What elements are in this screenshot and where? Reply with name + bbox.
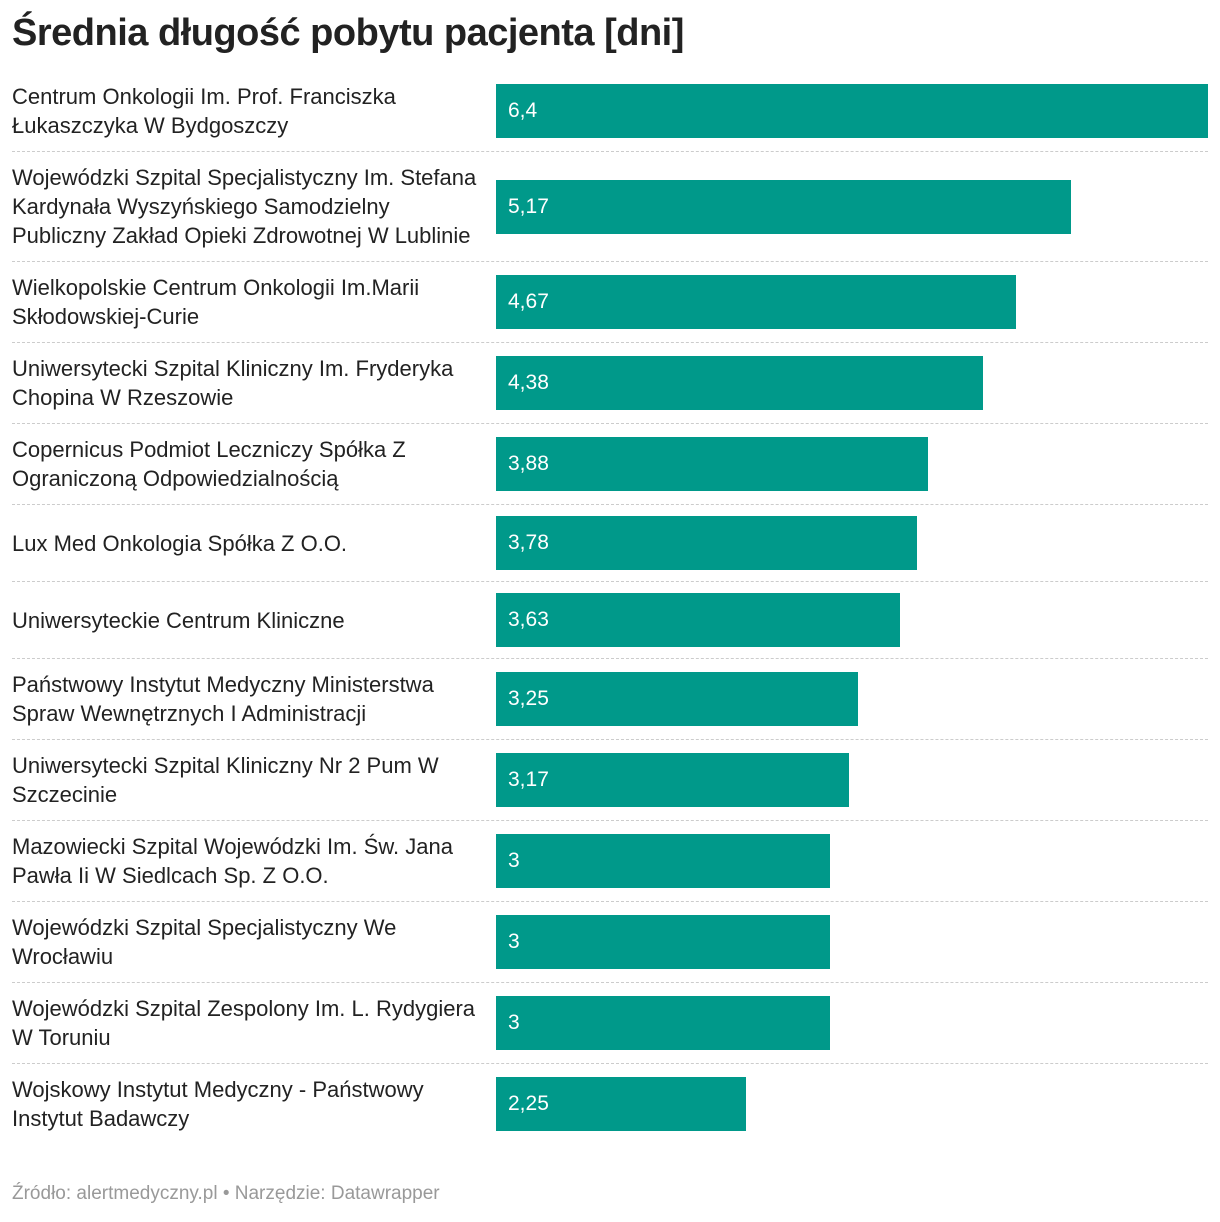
row: Wielkopolskie Centrum Onkologii Im.Marii… [12, 262, 1208, 343]
category-label: Wojewódzki Szpital Zespolony Im. L. Rydy… [12, 996, 476, 1050]
value-label: 3,25 [508, 687, 549, 710]
bar [496, 275, 1016, 329]
bar-track: 2,25 [496, 1077, 1208, 1131]
bar-track: 3 [496, 915, 1208, 969]
bar [496, 437, 928, 491]
value-label: 5,17 [508, 194, 549, 218]
bar-track: 3 [496, 996, 1208, 1050]
bar [496, 915, 830, 969]
category-label: Wojewódzki Szpital Specjalistyczny We Wr… [12, 915, 397, 969]
bar [496, 834, 830, 888]
bar [496, 516, 917, 570]
value-label: 6,4 [508, 99, 538, 122]
bar [496, 179, 1072, 234]
bar [496, 356, 984, 410]
bar-track: 3 [496, 834, 1208, 888]
chart-title: Średnia długość pobytu pacjenta [dni] [12, 12, 684, 54]
row: Mazowiecki Szpital Wojewódzki Im. Św. Ja… [12, 821, 1208, 902]
bar-track: 6,4 [496, 84, 1208, 138]
row: Wojewódzki Szpital Specjalistyczny We Wr… [12, 902, 1208, 983]
category-label: Uniwersyteckie Centrum Kliniczne [12, 607, 345, 633]
bar [496, 996, 830, 1050]
value-label: 4,38 [508, 371, 549, 394]
row: Uniwersytecki Szpital Kliniczny Im. Fryd… [12, 343, 1208, 424]
row: Państwowy Instytut Medyczny Ministerstwa… [12, 659, 1208, 740]
row: Uniwersytecki Szpital Kliniczny Nr 2 Pum… [12, 740, 1208, 821]
category-label: Wojewódzki Szpital Specjalistyczny Im. S… [12, 165, 477, 248]
bar [496, 84, 1208, 138]
bar-track: 5,17 [496, 179, 1208, 234]
value-label: 3,78 [508, 531, 549, 554]
category-label: Centrum Onkologii Im. Prof. Franciszka Ł… [12, 84, 396, 138]
value-label: 3 [508, 849, 520, 872]
row: Uniwersyteckie Centrum Kliniczne 3,63 [12, 582, 1208, 659]
category-label: Lux Med Onkologia Spółka Z O.O. [12, 530, 348, 556]
bar [496, 1077, 747, 1131]
value-label: 3,17 [508, 768, 549, 791]
category-label: Państwowy Instytut Medyczny Ministerstwa… [12, 672, 434, 726]
row: Centrum Onkologii Im. Prof. Franciszka Ł… [12, 71, 1208, 152]
bar-track: 3,63 [496, 593, 1208, 647]
chart: Centrum Onkologii Im. Prof. Franciszka Ł… [12, 71, 1208, 1144]
bar-track: 3,17 [496, 753, 1208, 807]
bar-track: 3,88 [496, 437, 1208, 491]
bar [496, 672, 858, 726]
row: Copernicus Podmiot Leczniczy Spółka Z Og… [12, 424, 1208, 505]
category-label: Wielkopolskie Centrum Onkologii Im.Marii… [12, 275, 420, 329]
category-label: Copernicus Podmiot Leczniczy Spółka Z Og… [12, 437, 406, 491]
row: Wojskowy Instytut Medyczny - Państwowy I… [12, 1064, 1208, 1144]
footer: Źródło: alertmedyczny.pl • Narzędzie: Da… [12, 1183, 440, 1204]
category-label: Mazowiecki Szpital Wojewódzki Im. Św. Ja… [12, 834, 453, 888]
bar-track: 3,78 [496, 516, 1208, 570]
row: Lux Med Onkologia Spółka Z O.O. 3,78 [12, 505, 1208, 582]
bar [496, 593, 900, 647]
value-label: 3 [508, 930, 520, 953]
bar [496, 753, 849, 807]
value-label: 4,67 [508, 290, 549, 313]
category-label: Uniwersytecki Szpital Kliniczny Nr 2 Pum… [12, 753, 439, 807]
bar-track: 3,25 [496, 672, 1208, 726]
category-label: Uniwersytecki Szpital Kliniczny Im. Fryd… [12, 356, 454, 410]
row: Wojewódzki Szpital Zespolony Im. L. Rydy… [12, 983, 1208, 1064]
bar-track: 4,67 [496, 275, 1208, 329]
value-label: 2,25 [508, 1092, 549, 1115]
row: Wojewódzki Szpital Specjalistyczny Im. S… [12, 152, 1208, 262]
category-label: Wojskowy Instytut Medyczny - Państwowy I… [12, 1077, 424, 1131]
value-label: 3 [508, 1011, 520, 1034]
value-label: 3,63 [508, 608, 549, 631]
bar-track: 4,38 [496, 356, 1208, 410]
value-label: 3,88 [508, 452, 549, 475]
